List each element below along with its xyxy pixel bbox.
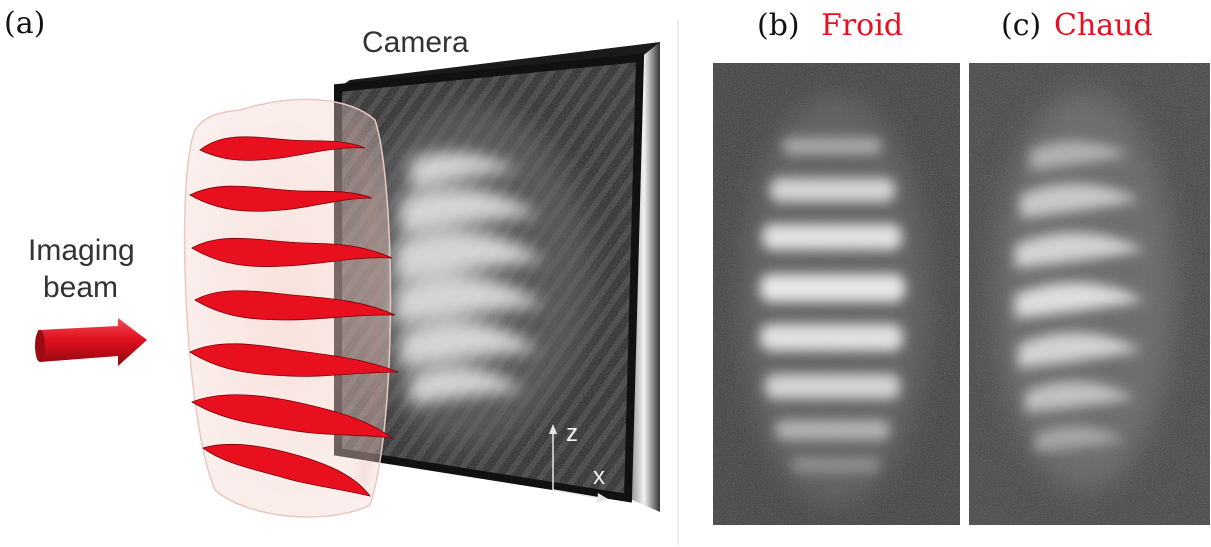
panel-b-title: Froid — [821, 8, 903, 43]
panel-c-title: Chaud — [1054, 8, 1153, 43]
imaging-beam-label-line1: Imaging — [28, 234, 135, 267]
imaging-beam-label-line2: beam — [43, 271, 118, 304]
panel-b-label: (b) — [757, 8, 800, 43]
panel-b: (b) Froid — [713, 8, 960, 525]
panel-c: (c) Chaud — [969, 8, 1210, 525]
panel-c-label: (c) — [1001, 8, 1041, 43]
image-froid — [713, 63, 960, 525]
image-chaud — [969, 63, 1210, 525]
camera-label: Camera — [362, 26, 469, 59]
panel-a: (a) Camera — [4, 6, 660, 518]
axis-x-label: x — [593, 463, 605, 490]
panel-a-label: (a) — [4, 6, 45, 41]
imaging-beam-arrow — [35, 318, 147, 366]
axis-z-label: z — [566, 420, 578, 447]
density-layers — [189, 136, 399, 497]
camera-screen — [334, 42, 660, 512]
axes-indicator — [549, 424, 608, 503]
